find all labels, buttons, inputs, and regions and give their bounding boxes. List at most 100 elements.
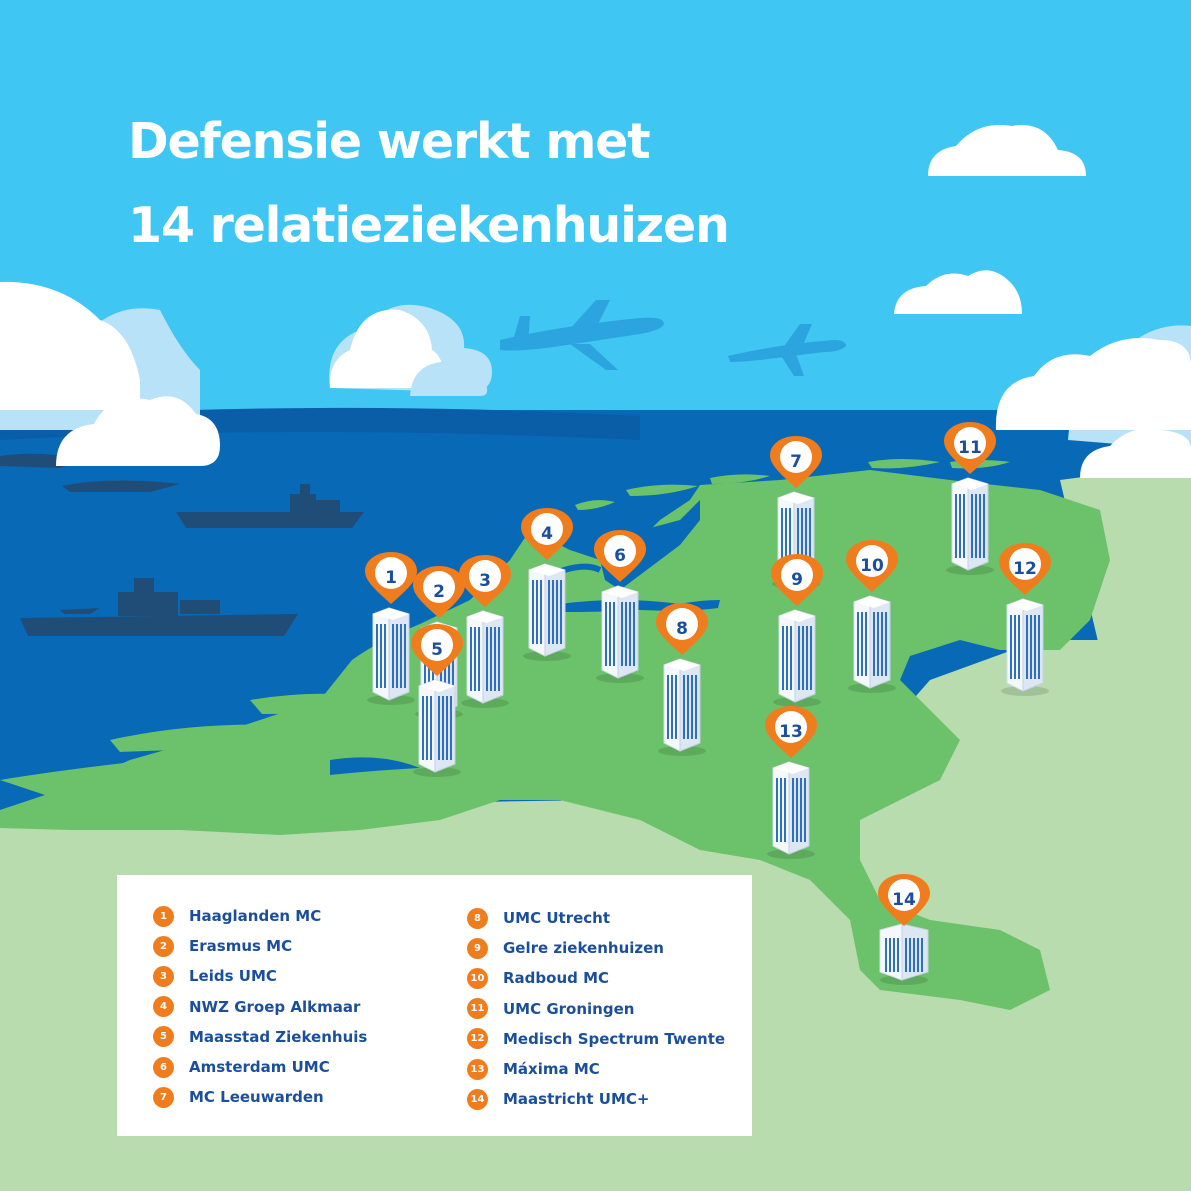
cloud-left-2 — [56, 396, 220, 466]
legend-label: MC Leeuwarden — [189, 1088, 324, 1107]
wadden-1 — [575, 500, 615, 510]
hospital-marker-8[interactable]: 8 — [656, 603, 708, 756]
legend-item: 5 Maasstad Ziekenhuis — [153, 1022, 367, 1052]
land-netherlands — [0, 470, 1110, 1010]
wadden-3 — [710, 474, 770, 484]
legend-label: Amsterdam UMC — [189, 1058, 330, 1077]
title-line-1: Defensie werkt met — [128, 113, 651, 170]
legend-number-badge: 8 — [467, 907, 488, 929]
cloud-top-right — [928, 124, 1086, 176]
legend-label: Haaglanden MC — [189, 907, 322, 926]
legend-number-badge: 6 — [153, 1056, 174, 1078]
legend-panel: 1 Haaglanden MC 2 Erasmus MC 3 Leids UMC… — [117, 875, 752, 1136]
legend-label: UMC Groningen — [503, 999, 635, 1018]
legend-label: Gelre ziekenhuizen — [503, 939, 664, 958]
hospital-marker-12[interactable]: 12 — [999, 543, 1051, 696]
delta-arm-2 — [110, 724, 360, 752]
legend-item: 10 Radboud MC — [467, 963, 725, 993]
marker-number: 4 — [541, 524, 553, 544]
marker-number: 7 — [790, 452, 802, 472]
ship-icon — [20, 578, 298, 636]
hospital-building-icon — [365, 552, 417, 705]
legend-item: 11 UMC Groningen — [467, 994, 725, 1024]
marker-number: 11 — [958, 438, 982, 458]
marker-number: 3 — [479, 571, 491, 591]
wadden-2 — [626, 484, 698, 496]
hospital-building-icon — [999, 543, 1051, 696]
marker-number: 1 — [385, 568, 397, 588]
hospital-marker-10[interactable]: 10 — [846, 540, 898, 693]
hospital-marker-6[interactable]: 6 — [594, 530, 646, 683]
legend-item: 9 Gelre ziekenhuizen — [467, 933, 725, 963]
legend-number-badge: 11 — [467, 998, 488, 1020]
hospital-building-icon — [878, 874, 930, 985]
legend-item: 3 Leids UMC — [153, 961, 367, 991]
legend-item: 6 Amsterdam UMC — [153, 1052, 367, 1082]
island-left-2 — [62, 480, 180, 492]
legend-item: 2 Erasmus MC — [153, 931, 367, 961]
legend-label: Radboud MC — [503, 969, 610, 988]
marker-number: 2 — [433, 582, 445, 602]
legend-label: Medisch Spectrum Twente — [503, 1029, 726, 1048]
hospital-marker-11[interactable]: 11 — [944, 422, 996, 575]
airplane-icon — [728, 324, 846, 376]
marker-number: 12 — [1013, 559, 1037, 579]
legend-label: Leids UMC — [189, 967, 277, 986]
hospital-marker-13[interactable]: 13 — [765, 706, 817, 859]
legend-number-badge: 4 — [153, 996, 174, 1018]
delta-arm-1 — [0, 752, 330, 800]
cloud-mid-right — [894, 270, 1022, 314]
cloud-right — [995, 325, 1191, 478]
legend-label: UMC Utrecht — [503, 909, 610, 928]
marker-number: 10 — [860, 556, 884, 576]
marker-number: 9 — [791, 570, 803, 590]
legend-number-badge: 13 — [467, 1058, 488, 1080]
marker-number: 13 — [779, 722, 803, 742]
legend-label: Maasstad Ziekenhuis — [189, 1027, 368, 1046]
hospital-marker-3[interactable]: 3 — [459, 555, 511, 708]
hospital-building-icon — [594, 530, 646, 683]
hospital-building-icon — [765, 706, 817, 859]
marker-number: 8 — [676, 619, 688, 639]
hospital-building-icon — [771, 554, 823, 707]
hospital-marker-14[interactable]: 14 — [878, 874, 930, 985]
legend-number-badge: 7 — [153, 1086, 174, 1108]
delta-arm-3 — [250, 693, 360, 714]
legend-label: Maastricht UMC+ — [503, 1090, 650, 1109]
page-title: Defensie werkt met 14 relatieziekenhuize… — [128, 100, 730, 268]
hospital-marker-9[interactable]: 9 — [771, 554, 823, 707]
legend-number-badge: 2 — [153, 935, 174, 957]
legend-number-badge: 14 — [467, 1088, 488, 1110]
legend-number-badge: 12 — [467, 1028, 488, 1050]
legend-label: Máxima MC — [503, 1060, 600, 1079]
cloud-center — [329, 304, 492, 396]
cloud-left — [0, 281, 200, 430]
airplane-icon — [500, 300, 664, 370]
hospital-building-icon — [656, 603, 708, 756]
legend-number-badge: 9 — [467, 937, 488, 959]
marker-number: 14 — [892, 890, 916, 910]
hospital-marker-1[interactable]: 1 — [365, 552, 417, 705]
legend-column-left: 1 Haaglanden MC 2 Erasmus MC 3 Leids UMC… — [153, 901, 367, 1112]
ship-icon — [176, 484, 364, 528]
legend-number-badge: 3 — [153, 965, 174, 987]
hospital-marker-5[interactable]: 5 — [411, 624, 463, 777]
hospital-marker-4[interactable]: 4 — [521, 508, 573, 661]
legend-item: 14 Maastricht UMC+ — [467, 1084, 725, 1114]
hospital-building-icon — [459, 555, 511, 708]
legend-item: 4 NWZ Groep Alkmaar — [153, 992, 367, 1022]
wadden-4 — [868, 459, 940, 469]
legend-item: 13 Máxima MC — [467, 1054, 725, 1084]
legend-number-badge: 5 — [153, 1026, 174, 1048]
hospital-building-icon — [944, 422, 996, 575]
marker-number: 6 — [614, 546, 626, 566]
legend-number-badge: 1 — [153, 905, 174, 927]
legend-number-badge: 10 — [467, 967, 488, 989]
legend-label: Erasmus MC — [189, 937, 293, 956]
legend-label: NWZ Groep Alkmaar — [189, 997, 361, 1016]
legend-column-right: 8 UMC Utrecht 9 Gelre ziekenhuizen 10 Ra… — [467, 903, 725, 1114]
waterway-1 — [330, 757, 420, 775]
marker-number: 5 — [431, 640, 443, 660]
legend-item: 8 UMC Utrecht — [467, 903, 725, 933]
